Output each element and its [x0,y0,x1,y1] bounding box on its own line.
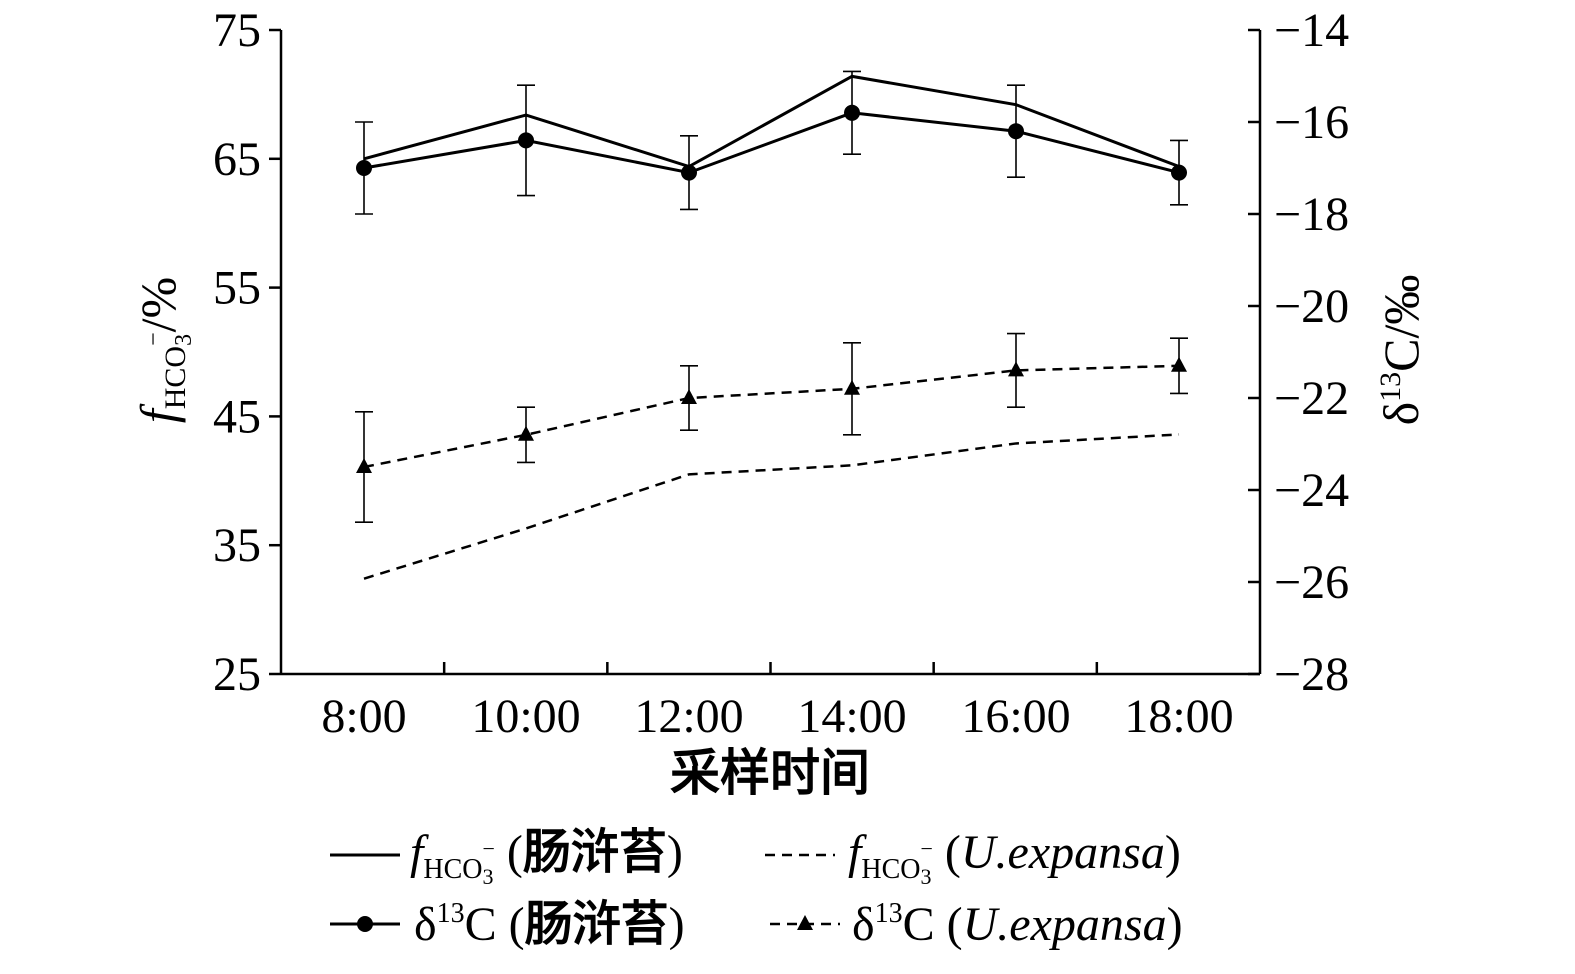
legend-item-3: δ13C (U.expansa) [770,898,1183,951]
left-tick-label-3: 55 [213,262,261,315]
series-2-point-0 [356,160,372,176]
series-3-point-0 [356,458,372,473]
left-tick-label-4: 65 [213,133,261,186]
legend-label-0: fHCO3− (肠浒苔) [410,826,683,889]
series-2-point-5 [1171,164,1187,181]
series-layer [355,70,1188,580]
series-2-point-3 [844,104,860,121]
right-tick-label-5: −18 [1274,188,1349,241]
legend: fHCO3− (肠浒苔) fHCO3− (U.expansa) δ13C (肠浒… [330,826,1183,951]
series-2-line [363,111,1180,175]
legend-marker-2 [357,916,373,932]
series-1-line [363,433,1180,580]
left-axis-title: fHCO3−/% [130,277,197,423]
legend-label-3: δ13C (U.expansa) [852,898,1183,951]
x-tick-label-1: 10:00 [471,690,580,743]
series-0-line [363,74,1180,169]
legend-marker-3 [797,915,813,930]
legend-item-2: δ13C (肠浒苔) [330,898,685,951]
series-3-point-5 [1171,356,1187,372]
legend-item-0: fHCO3− (肠浒苔) [330,826,683,889]
right-tick-label-6: −16 [1274,96,1349,149]
legend-label-2: δ13C (肠浒苔) [414,898,685,951]
series-2-point-4 [1008,123,1024,140]
series-3-point-4 [1008,361,1024,377]
left-tick-label-2: 45 [213,390,261,443]
right-tick-label-2: −24 [1274,464,1349,517]
left-tick-label-1: 35 [213,519,261,572]
left-axis-ticks: 25 35 45 55 65 75 [213,4,281,701]
series-2-point-1 [518,132,534,149]
right-tick-label-7: −14 [1274,4,1349,57]
left-tick-label-0: 25 [213,648,261,701]
right-tick-label-0: −28 [1274,648,1349,701]
x-tick-label-5: 18:00 [1124,690,1233,743]
x-tick-label-4: 16:00 [961,690,1070,743]
x-axis-title: 采样时间 [670,745,870,801]
x-tick-label-2: 12:00 [634,690,743,743]
left-tick-label-5: 75 [213,4,261,57]
right-tick-label-4: −20 [1274,280,1349,333]
x-axis-ticks: 8:00 10:00 12:00 14:00 16:00 18:00 [321,662,1234,743]
series-3-line [363,364,1180,469]
right-tick-label-3: −22 [1274,372,1349,425]
legend-item-1: fHCO3− (U.expansa) [765,826,1181,889]
series-3-point-2 [681,389,697,404]
legend-label-1: fHCO3− (U.expansa) [848,826,1181,889]
right-axis-title: δ13C/‰ [1373,275,1429,426]
x-tick-label-3: 14:00 [797,690,906,743]
right-axis-ticks: −28 −26 −24 −22 −20 −18 −16 −14 [1248,4,1349,701]
right-tick-label-1: −26 [1274,556,1349,609]
x-tick-label-0: 8:00 [321,690,406,743]
series-3-point-3 [844,379,860,395]
series-3-point-1 [518,425,534,441]
series-2-point-2 [681,164,697,181]
